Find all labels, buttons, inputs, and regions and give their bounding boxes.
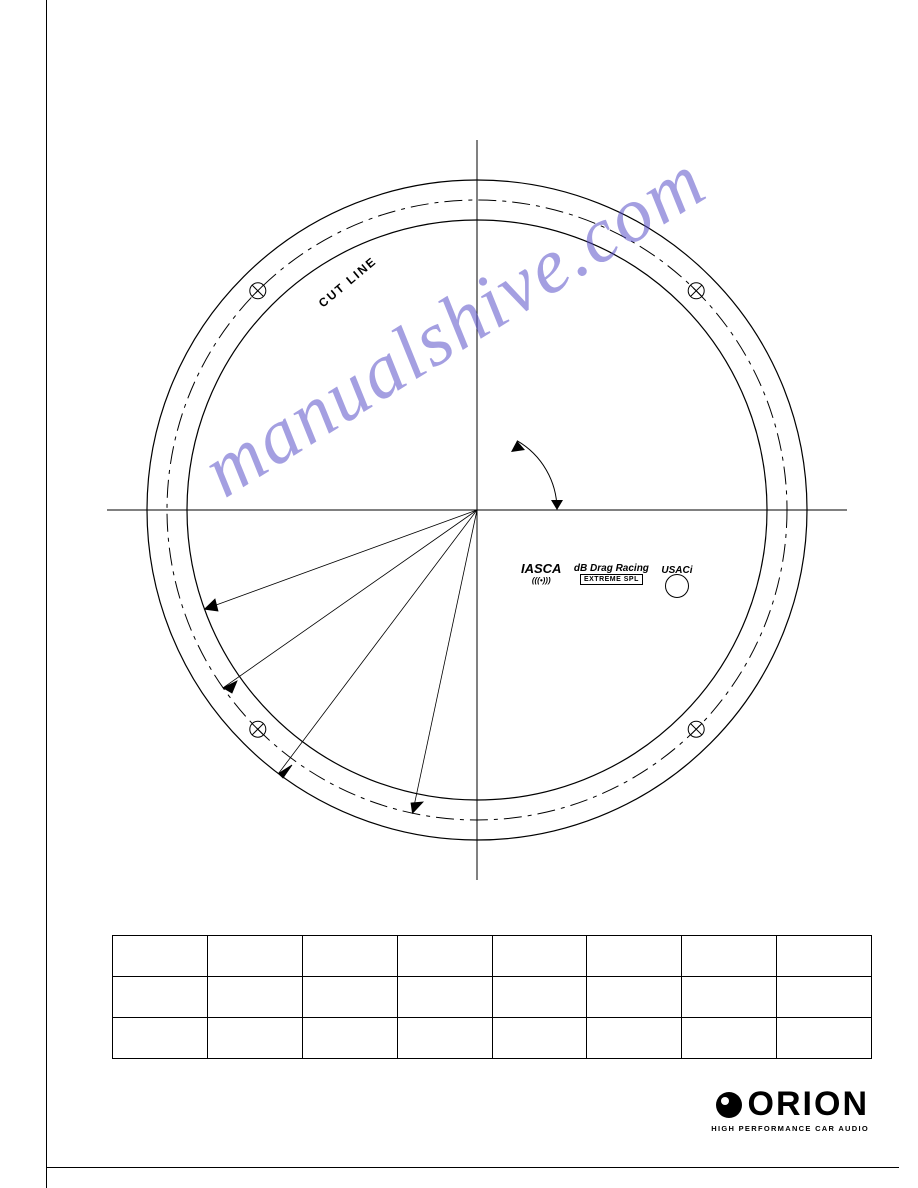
table-row xyxy=(113,1018,872,1059)
brand-dot-icon xyxy=(716,1092,742,1118)
brand-tagline: HIGH PERFORMANCE CAR AUDIO xyxy=(711,1124,869,1133)
cut-template-diagram: CUT LINE IASCA (((•))) dB Drag Racing EX… xyxy=(107,140,847,880)
brand-name-text: ORION xyxy=(748,1085,869,1124)
brand-block: ORION HIGH PERFORMANCE CAR AUDIO xyxy=(711,1085,869,1133)
dbdrag-logo: dB Drag Racing EXTREME SPL xyxy=(574,563,649,585)
angle-arrow-a xyxy=(551,500,563,510)
radius-indicator-lines xyxy=(205,510,478,813)
angle-arrow-b xyxy=(511,441,525,452)
table-row xyxy=(113,936,872,977)
iasca-logo: IASCA (((•))) xyxy=(521,561,561,585)
spec-table xyxy=(112,935,872,1059)
table-row xyxy=(113,977,872,1018)
association-logos: IASCA (((•))) dB Drag Racing EXTREME SPL… xyxy=(517,560,697,598)
page: CUT LINE IASCA (((•))) dB Drag Racing EX… xyxy=(46,0,918,1188)
diagram-svg xyxy=(107,140,847,880)
brand-name: ORION xyxy=(711,1085,869,1124)
angle-arc xyxy=(517,441,557,510)
usaci-logo: USACi xyxy=(661,565,692,598)
footer-rule xyxy=(47,1167,899,1168)
